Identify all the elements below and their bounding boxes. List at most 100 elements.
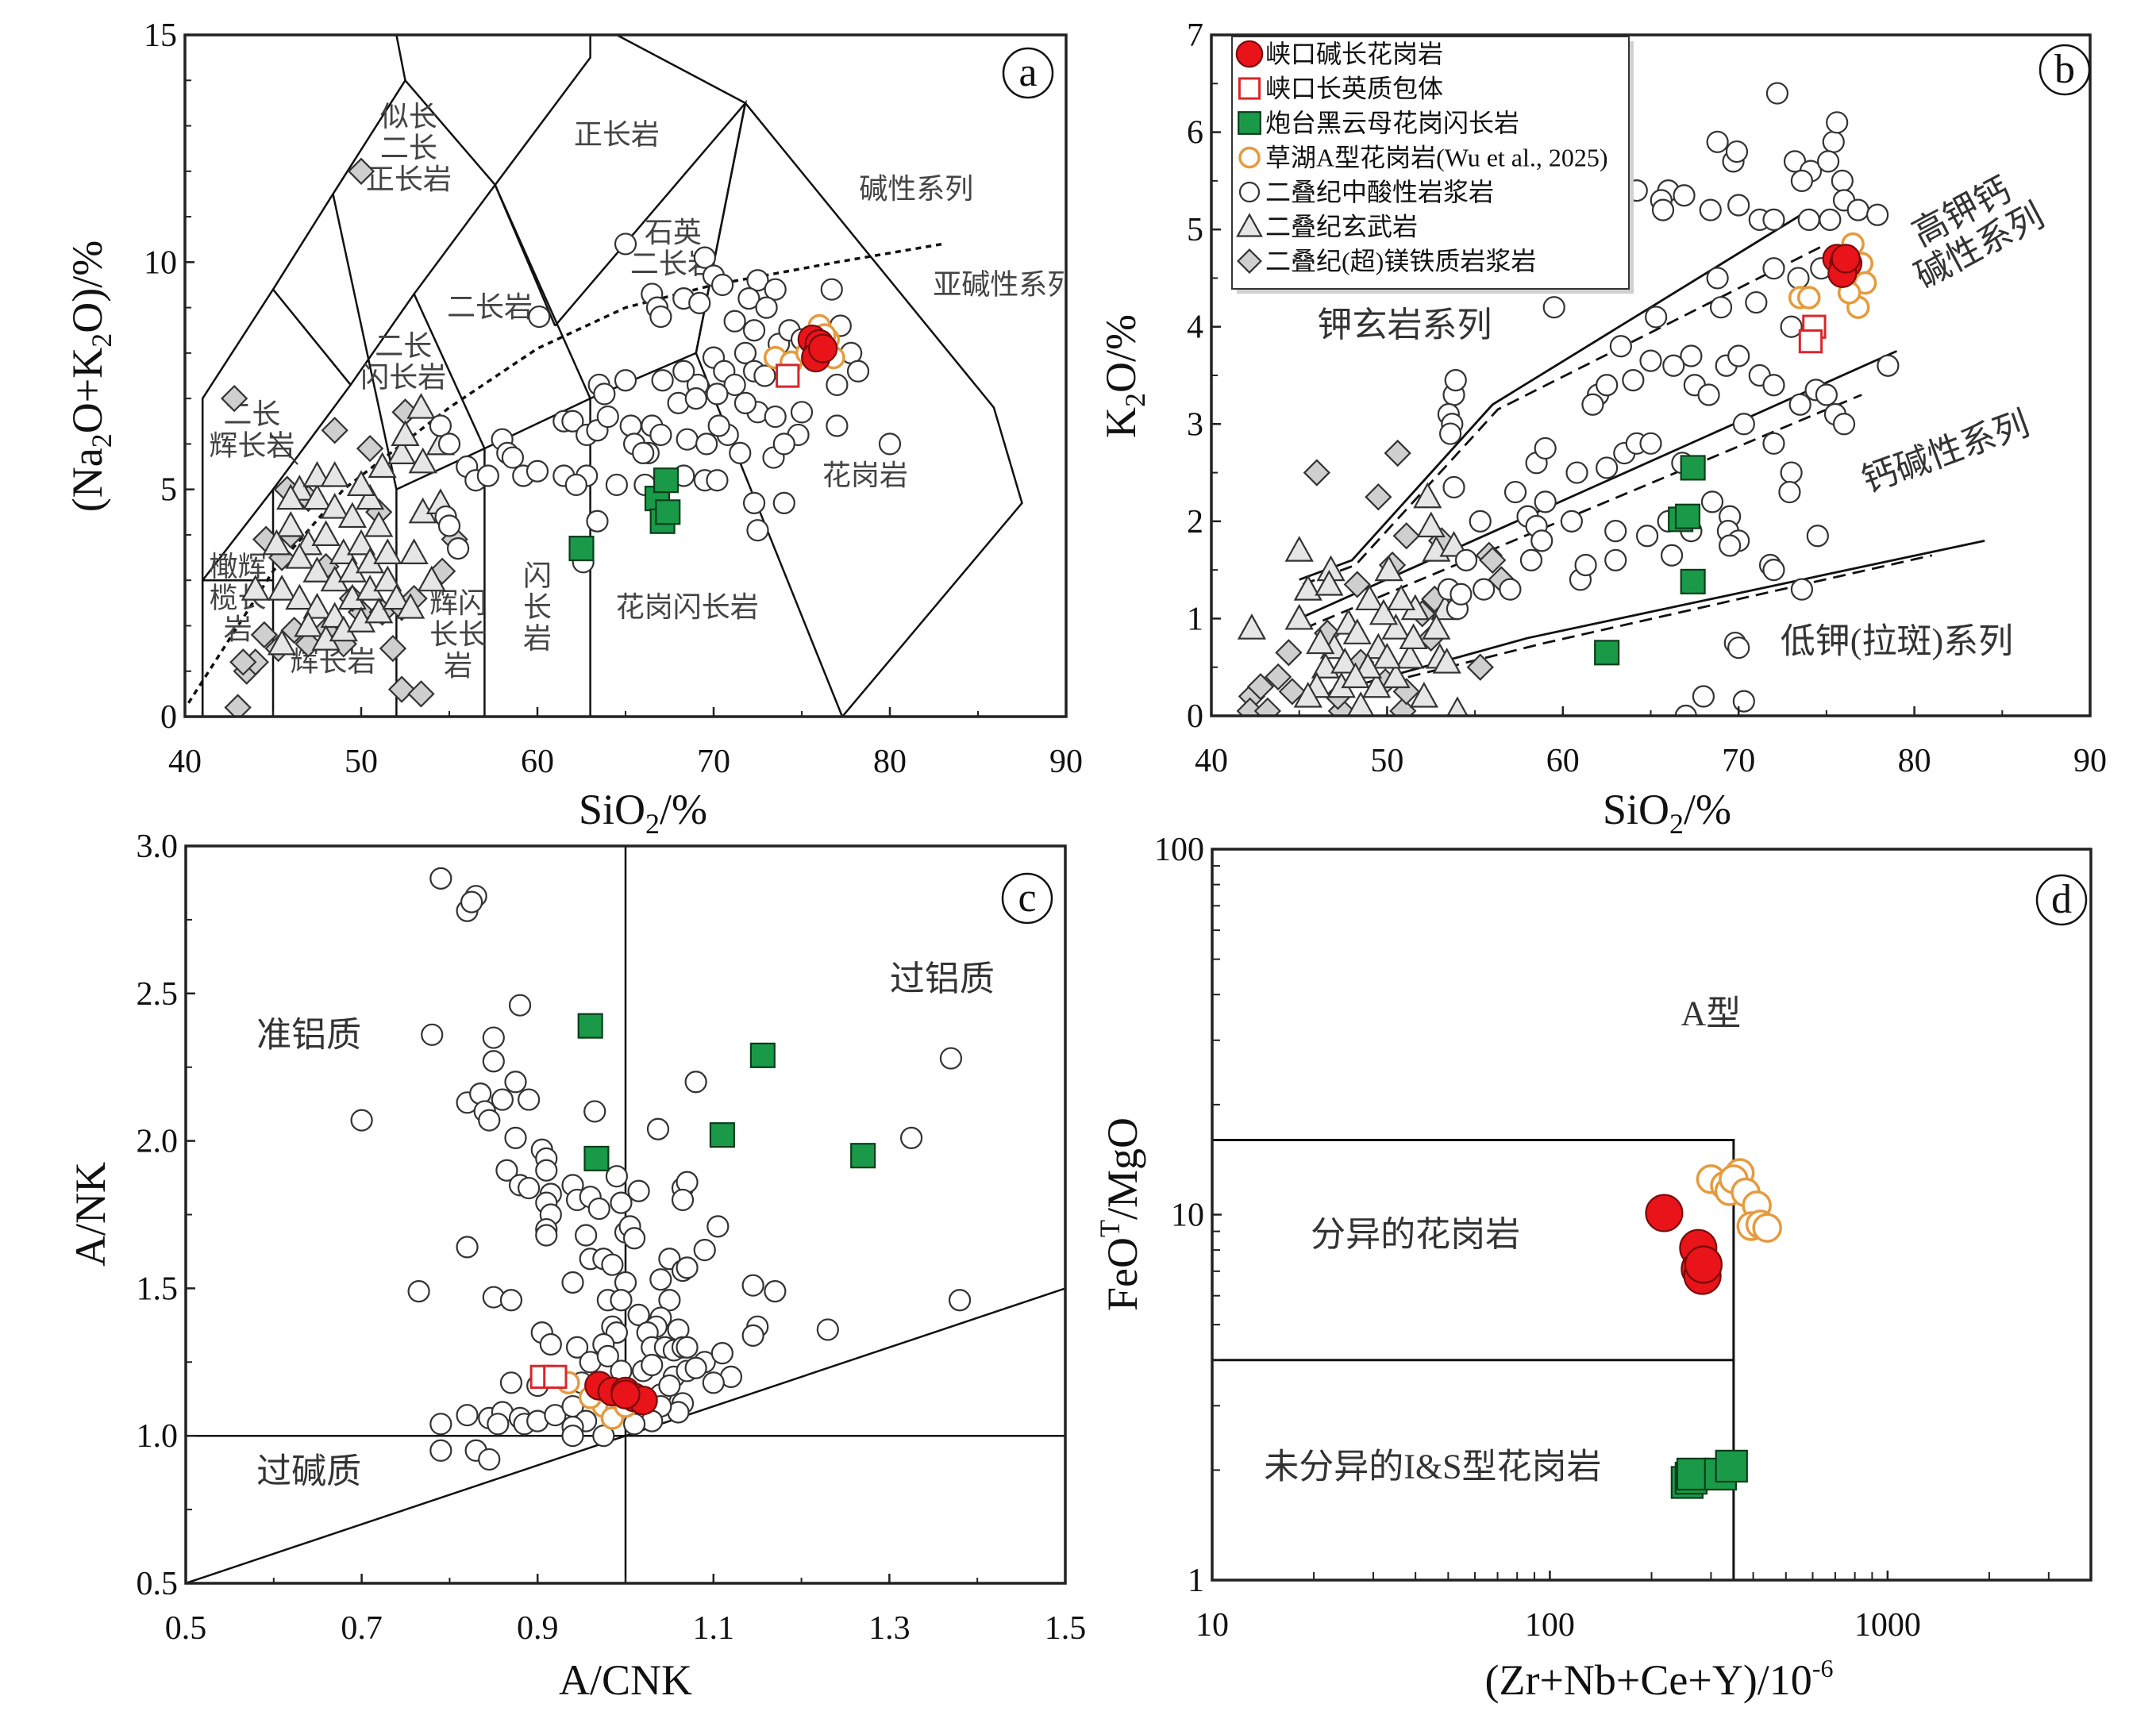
panel-a-point-p_intermediate_felsic: [693, 246, 717, 269]
panel-d-ticks: 10 100 1000 1 10 100: [1154, 832, 2092, 1644]
panel-c-point-p_intermediate_felsic: [478, 1109, 501, 1132]
panel-b-point-p_basalt: [1374, 555, 1403, 582]
panel-c-point-p_intermediate_felsic: [939, 1047, 963, 1070]
panel-b-point-p_intermediate_felsic: [1534, 490, 1557, 513]
panel-b-point-ch_a_granite: [1797, 286, 1821, 310]
panel-b-point-pt_granodiorite: [1674, 503, 1701, 529]
panel-a-ticks: 40 50 60 70 80 90 0 5 10 15: [144, 17, 1083, 780]
panel-a-field-boundary: [395, 352, 844, 717]
panel-c-region-label: 过碱质: [256, 1452, 361, 1491]
panel-a-point-p_intermediate_felsic: [651, 369, 674, 392]
panel-b-point-p_basalt: [1439, 530, 1469, 557]
panel-b-point-p_intermediate_felsic: [1622, 369, 1645, 392]
panel-b-point-p_intermediate_felsic: [1473, 578, 1496, 601]
panel-b-point-p_intermediate_felsic: [1662, 354, 1685, 377]
panel-a-point-p_intermediate_felsic: [672, 360, 695, 383]
panel-b-point-xk_granite: [1831, 244, 1861, 274]
panel-d-x-tick-label: 1000: [1854, 1607, 1921, 1644]
panel-c-point-p_intermediate_felsic: [658, 1289, 681, 1312]
panel-a-clipped-content: 似长二长正长岩正长岩碱性系列石英二长岩亚碱性系列二长岩二长闪长岩二长辉长岩花岗岩…: [187, 35, 1066, 717]
panel-c-point-p_intermediate_felsic: [646, 1117, 670, 1140]
panel-a-point-p_basalt: [355, 483, 385, 510]
panel-c-point-p_intermediate_felsic: [499, 1371, 523, 1394]
panel-a-point-p_basalt: [387, 438, 417, 464]
panel-c-x-tick-label: 0.9: [517, 1610, 559, 1647]
panel-b-point-p_intermediate_felsic: [1762, 208, 1785, 231]
panel-b-y-tick-label: 3: [1187, 406, 1203, 443]
panel-b-series-xk_granite: [1822, 244, 1863, 288]
panel-a-point-p_intermediate_felsic: [772, 491, 795, 514]
panel-b-series-p_basalt: [1237, 482, 1469, 716]
panel-c-point-p_intermediate_felsic: [658, 1374, 681, 1398]
panel-a-field-boundary: [272, 288, 352, 386]
panel-b-x-tick-label: 60: [1546, 743, 1580, 779]
panel-c-y-tick-label: 1.5: [137, 1271, 179, 1307]
panel-a-region-label: 二长闪长岩: [360, 330, 446, 394]
panel-b-point-p_intermediate_felsic: [1762, 374, 1785, 397]
panel-b-point-p_intermediate_felsic: [1762, 257, 1785, 280]
panel-a-point-pt_granodiorite: [568, 536, 595, 562]
panel-b-point-p_basalt: [1315, 570, 1344, 596]
panel-b-point-p_intermediate_felsic: [1542, 296, 1565, 319]
panel-a-point-p_basalt: [373, 538, 402, 564]
panel-a-point-p_intermediate_felsic: [561, 410, 584, 433]
legend-box: [1231, 36, 1630, 290]
panel-b-point-p_intermediate_felsic: [1639, 432, 1662, 455]
panel-a-point-p_mafic_ultramafic: [321, 417, 348, 444]
panel-b-y-tick-label: 1: [1187, 601, 1203, 637]
panel-b-y-axis-label: K2O/%: [1097, 314, 1151, 438]
legend-marker-triangle-icon: [1236, 213, 1263, 237]
panel-a-x-tick-label: 80: [873, 744, 907, 780]
panel-c-point-p_intermediate_felsic: [610, 1191, 633, 1214]
panel-c-point-p_intermediate_felsic: [456, 1236, 479, 1259]
legend-label: 峡口长英质包体: [1265, 75, 1443, 103]
panel-a-point-p_intermediate_felsic: [790, 401, 814, 424]
panel-a-y-tick-label: 5: [160, 472, 177, 509]
panel-b-point-p_intermediate_felsic: [1609, 335, 1632, 358]
panel-a-x-tick-label: 90: [1049, 744, 1083, 780]
panel-a-point-p_basalt: [417, 565, 446, 592]
panel-b-point-p_intermediate_felsic: [1645, 306, 1668, 329]
panel-b-point-p_mafic_ultramafic: [1327, 697, 1355, 716]
panel-b-x-tick-label: 40: [1195, 743, 1228, 779]
legend-item-xk_enclave: 峡口长英质包体: [1238, 75, 1443, 103]
panel-c-point-p_intermediate_felsic: [948, 1289, 972, 1312]
legend-marker-circle-icon: [1238, 181, 1261, 203]
panel-b-point-p_basalt: [1347, 691, 1375, 716]
panel-b-point-p_intermediate_felsic: [1604, 548, 1627, 571]
panel-a-point-p_intermediate_felsic: [684, 387, 707, 410]
panel-a-field-boundary: [201, 486, 275, 717]
panel-b-point-p_mafic_ultramafic: [1343, 571, 1371, 598]
panel-a-tas-diagram: 似长二长正长岩正长岩碱性系列石英二长岩亚碱性系列二长岩二长闪长岩二长辉长岩花岗岩…: [64, 17, 1083, 840]
panel-a-point-p_mafic_ultramafic: [250, 621, 279, 649]
panel-b-y-tick-label: 2: [1187, 504, 1203, 540]
panel-a-series-xk_enclave: [776, 363, 800, 388]
panel-b-point-p_basalt: [1284, 536, 1314, 562]
panel-a-alkaline-subalkaline-divider: [187, 242, 943, 704]
panel-b-point-p_intermediate_felsic: [1442, 475, 1465, 499]
panel-a-x-tick-label: 40: [168, 744, 202, 780]
panel-b-point-p_basalt: [1293, 575, 1322, 601]
legend-marker-diamond-icon: [1237, 248, 1262, 274]
panel-c-point-p_intermediate_felsic: [596, 1344, 619, 1367]
panel-b-series-p_intermediate_felsic: [1437, 82, 1900, 716]
panel-b-point-p_mafic_ultramafic: [1275, 639, 1303, 667]
panel-d-y-tick-label: 10: [1171, 1198, 1204, 1234]
panel-b-point-p_basalt: [1386, 584, 1416, 611]
panel-a-series-xk_granite: [797, 325, 838, 373]
panel-b-point-p_basalt: [1422, 613, 1451, 640]
panel-a-series-pt_granodiorite: [568, 467, 681, 562]
panel-b-point-p_intermediate_felsic: [1780, 315, 1803, 338]
panel-c-point-p_intermediate_felsic: [649, 1268, 672, 1291]
panel-d-y-tick-label: 1: [1188, 1563, 1204, 1599]
panel-a-point-p_intermediate_felsic: [429, 414, 452, 437]
panel-b-point-p_intermediate_felsic: [1832, 413, 1856, 436]
panel-b-point-p_intermediate_felsic: [1699, 198, 1722, 221]
legend-item-p_mafic_ultramafic: 二叠纪(超)镁铁质岩浆岩: [1237, 247, 1536, 275]
panel-b-point-p_intermediate_felsic: [1444, 369, 1467, 392]
panel-d-region-label: 未分异的I&S型花岗岩: [1264, 1448, 1601, 1486]
panel-a-point-p_intermediate_felsic: [446, 537, 470, 560]
